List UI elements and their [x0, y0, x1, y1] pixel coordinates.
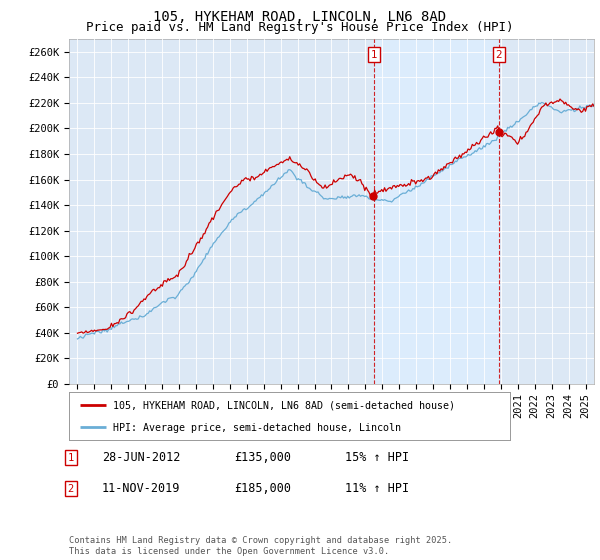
- Text: 15% ↑ HPI: 15% ↑ HPI: [345, 451, 409, 464]
- Text: HPI: Average price, semi-detached house, Lincoln: HPI: Average price, semi-detached house,…: [113, 423, 401, 433]
- Text: 2: 2: [496, 49, 502, 59]
- Text: 1: 1: [68, 452, 74, 463]
- Text: 105, HYKEHAM ROAD, LINCOLN, LN6 8AD: 105, HYKEHAM ROAD, LINCOLN, LN6 8AD: [154, 10, 446, 24]
- Text: £185,000: £185,000: [234, 482, 291, 496]
- Text: 11% ↑ HPI: 11% ↑ HPI: [345, 482, 409, 496]
- Text: Price paid vs. HM Land Registry's House Price Index (HPI): Price paid vs. HM Land Registry's House …: [86, 21, 514, 34]
- Bar: [374, 39, 499, 384]
- Text: 105, HYKEHAM ROAD, LINCOLN, LN6 8AD (semi-detached house): 105, HYKEHAM ROAD, LINCOLN, LN6 8AD (sem…: [113, 401, 455, 411]
- Text: 1: 1: [370, 49, 377, 59]
- Text: Contains HM Land Registry data © Crown copyright and database right 2025.
This d: Contains HM Land Registry data © Crown c…: [69, 536, 452, 556]
- Text: 11-NOV-2019: 11-NOV-2019: [102, 482, 181, 496]
- Text: 28-JUN-2012: 28-JUN-2012: [102, 451, 181, 464]
- Text: £135,000: £135,000: [234, 451, 291, 464]
- Text: 2: 2: [68, 484, 74, 494]
